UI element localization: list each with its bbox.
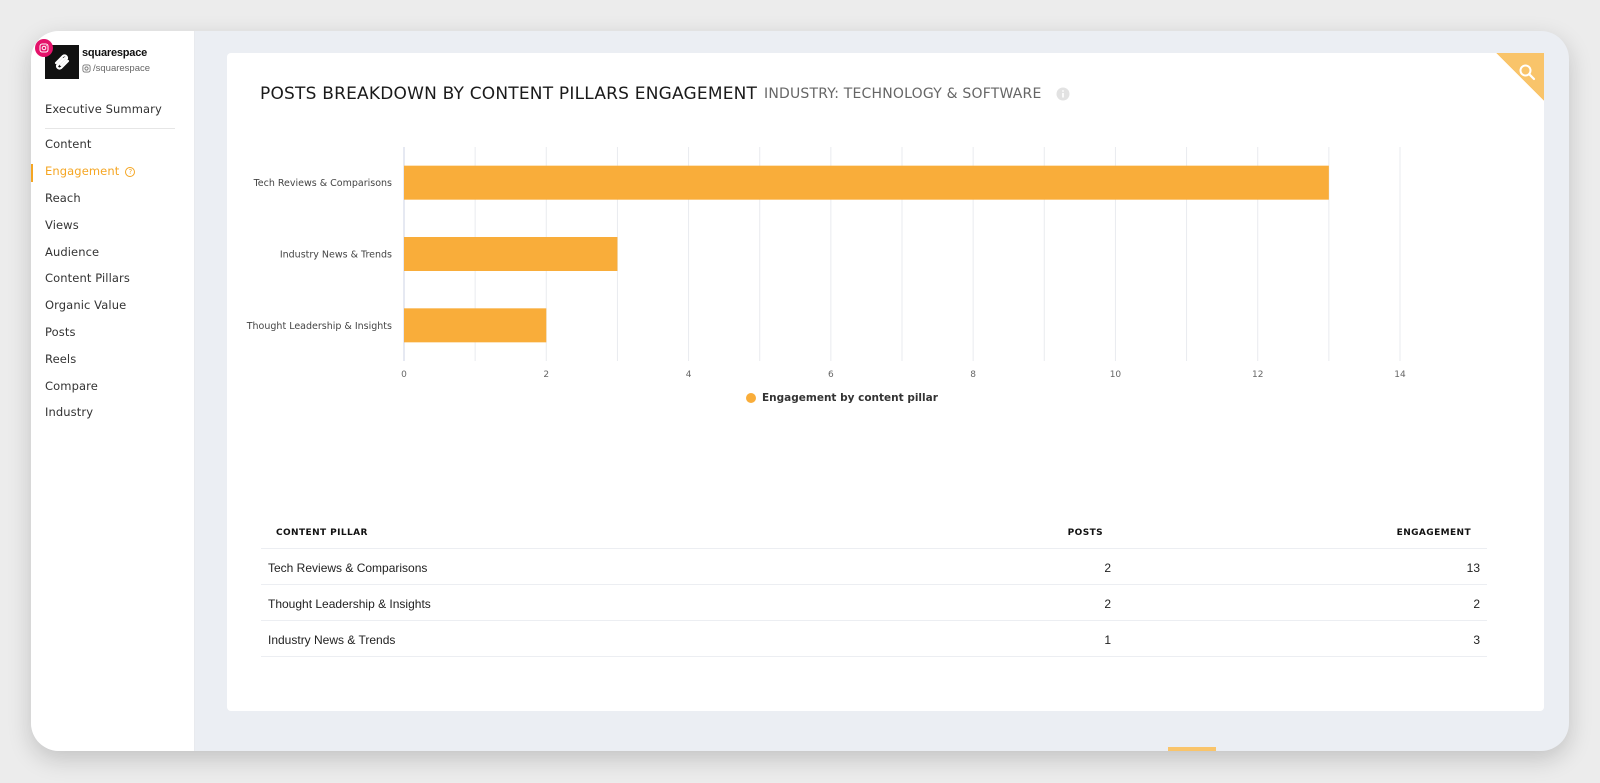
engagement-bar-chart: 0 2 4 6 8 10 12 14 Tech Reviews & Comparisons Ind… <box>246 147 1406 380</box>
card-title: POSTS BREAKDOWN BY CONTENT PILLARS ENGAG… <box>260 84 758 104</box>
sidebar-item-compare[interactable]: Compare <box>45 379 98 393</box>
header-content-pillar[interactable]: CONTENT PILLAR <box>276 528 368 538</box>
table-row[interactable]: Tech Reviews & Comparisons 2 13 <box>261 549 1487 585</box>
pillars-table: CONTENT PILLAR POSTS ENGAGEMENT Tech Rev… <box>261 517 1487 657</box>
sidebar-item-content[interactable]: Content <box>45 137 92 151</box>
category-label: Thought Leadership & Insights <box>246 321 392 332</box>
x-tick-label: 0 <box>401 370 407 380</box>
x-tick-label: 10 <box>1110 370 1122 380</box>
cell-engagement: 3 <box>1473 633 1480 647</box>
sidebar: squarespace /squarespace Executive Summa… <box>31 31 195 751</box>
sidebar-item-industry[interactable]: Industry <box>45 405 94 419</box>
x-tick-label: 14 <box>1394 370 1406 380</box>
header-engagement[interactable]: ENGAGEMENT <box>1396 528 1471 538</box>
sidebar-item-views[interactable]: Views <box>45 218 79 232</box>
cell-posts: 2 <box>1104 561 1111 575</box>
profile-handle-text: /squarespace <box>93 63 151 74</box>
cell-pillar: Tech Reviews & Comparisons <box>268 561 428 575</box>
profile-handle: /squarespace <box>82 63 150 74</box>
cell-posts: 1 <box>1104 633 1111 647</box>
instagram-icon <box>35 39 53 57</box>
legend-swatch <box>746 393 756 403</box>
x-tick-label: 8 <box>970 370 976 380</box>
table-header: CONTENT PILLAR POSTS ENGAGEMENT <box>261 517 1487 549</box>
sidebar-item-audience[interactable]: Audience <box>45 245 100 259</box>
cell-posts: 2 <box>1104 597 1111 611</box>
app-window: squarespace /squarespace Executive Summa… <box>31 31 1569 751</box>
sidebar-item-reach[interactable]: Reach <box>45 191 81 205</box>
category-label: Industry News & Trends <box>280 250 392 261</box>
profile-name: squarespace <box>82 47 148 59</box>
cell-pillar: Thought Leadership & Insights <box>268 597 431 611</box>
sidebar-divider <box>45 128 175 129</box>
bottom-tab-indicator <box>1168 747 1216 751</box>
x-tick-label: 12 <box>1252 370 1263 380</box>
table-row[interactable]: Thought Leadership & Insights 2 2 <box>261 585 1487 621</box>
bar[interactable] <box>404 165 1329 200</box>
legend-label: Engagement by content pillar <box>762 392 938 404</box>
active-indicator <box>31 164 33 182</box>
info-icon[interactable] <box>1056 87 1070 106</box>
x-tick-label: 6 <box>828 370 834 380</box>
corner-tab[interactable] <box>1496 53 1544 101</box>
help-icon[interactable]: ? <box>125 167 136 177</box>
x-tick-label: 2 <box>543 370 549 380</box>
cell-engagement: 2 <box>1473 597 1480 611</box>
sidebar-item-organic-value[interactable]: Organic Value <box>45 298 127 312</box>
content-pillars-card: POSTS BREAKDOWN BY CONTENT PILLARS ENGAG… <box>227 53 1544 711</box>
x-tick-label: 4 <box>686 370 692 380</box>
bar[interactable] <box>404 237 618 271</box>
sidebar-item-executive-summary[interactable]: Executive Summary <box>45 102 162 116</box>
sidebar-item-reels[interactable]: Reels <box>45 352 77 366</box>
instagram-small-icon <box>82 64 91 73</box>
sidebar-item-content-pillars[interactable]: Content Pillars <box>45 271 130 285</box>
header-posts[interactable]: POSTS <box>1067 528 1103 538</box>
sidebar-item-engagement[interactable]: Engagement? <box>45 164 136 178</box>
bar[interactable] <box>404 308 547 343</box>
cell-engagement: 13 <box>1466 561 1480 575</box>
search-icon[interactable] <box>1518 63 1536 86</box>
industry-subtitle: INDUSTRY: TECHNOLOGY & SOFTWARE <box>764 86 1042 102</box>
table-row[interactable]: Industry News & Trends 1 3 <box>261 621 1487 657</box>
cell-pillar: Industry News & Trends <box>268 633 396 647</box>
sidebar-item-posts[interactable]: Posts <box>45 325 76 339</box>
chart-legend[interactable]: Engagement by content pillar <box>746 392 938 404</box>
profile-header[interactable]: squarespace /squarespace <box>35 39 195 79</box>
category-label: Tech Reviews & Comparisons <box>253 178 392 189</box>
sidebar-item-engagement-label: Engagement <box>45 164 120 178</box>
